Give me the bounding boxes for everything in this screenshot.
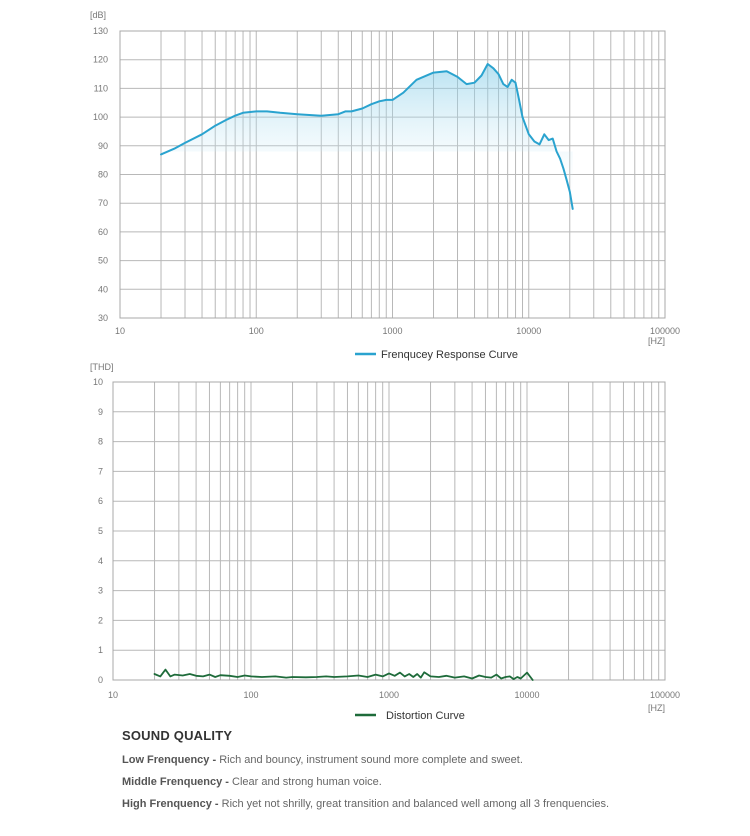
sound-quality-section: SOUND QUALITY Low Frenquency - Rich and … [122,728,722,819]
thd-y-tick-label: 4 [98,556,103,566]
low-frequency-item: Low Frenquency - Rich and bouncy, instru… [122,753,722,767]
middle-frequency-label: Middle Frenquency - [122,776,233,788]
middle-frequency-text: Clear and strong human voice. [232,776,382,788]
middle-frequency-item: Middle Frenquency - Clear and strong hum… [122,775,722,789]
low-frequency-label: Low Frenquency - [122,754,220,766]
distortion-chart: 0 1 2 3 4 5 6 7 8 9 10 10 100 1000 10000 100000 [THD] [HZ… [90,362,680,722]
thd-x-tick-label: 10000 [514,690,539,700]
low-frequency-text: Rich and bouncy, instrument sound more c… [219,754,523,766]
high-frequency-label: High Frenquency - [122,798,222,810]
thd-x-tick-label: 100000 [650,690,680,700]
thd-y-tick-label: 8 [98,437,103,447]
fr-y-tick-label: 130 [93,26,108,36]
thd-y-tick-label: 5 [98,526,103,536]
fr-series-area [161,64,573,209]
thd-series-line [153,668,534,681]
thd-y-tick-label: 2 [98,615,103,625]
fr-y-tick-label: 90 [98,141,108,151]
thd-y-tick-label: 9 [98,407,103,417]
fr-y-axis-label: [dB] [90,10,106,20]
fr-legend-label: Frenqucey Response Curve [381,349,518,361]
fr-x-tick-label: 10000 [516,326,541,336]
thd-y-tick-label: 10 [93,377,103,387]
fr-x-tick-label: 100 [249,326,264,336]
fr-plot-frame [119,30,666,319]
fr-y-tick-label: 80 [98,170,108,180]
fr-y-tick-label: 100 [93,112,108,122]
thd-y-tick-label: 3 [98,586,103,596]
fr-y-tick-label: 120 [93,55,108,65]
thd-x-tick-label: 100 [243,690,258,700]
high-frequency-item: High Frenquency - Rich yet not shrilly, … [122,797,722,811]
thd-x-tick-label: 1000 [379,690,399,700]
fr-y-tick-label: 70 [98,198,108,208]
thd-x-axis-label: [HZ] [648,703,665,713]
fr-y-tick-label: 110 [94,83,108,93]
thd-y-axis-label: [THD] [90,362,114,372]
fr-x-axis-label: [HZ] [648,336,665,346]
thd-y-tick-label: 0 [98,675,103,685]
high-frequency-text: Rich yet not shrilly, great transition a… [221,798,610,810]
fr-x-tick-label: 100000 [650,326,680,336]
thd-legend-label: Distortion Curve [386,710,465,722]
sound-quality-heading: SOUND QUALITY [122,728,233,743]
thd-x-tick-label: 10 [108,690,118,700]
fr-y-tick-label: 60 [98,227,108,237]
fr-y-tick-label: 40 [98,284,108,294]
fr-y-tick-label: 30 [98,313,108,323]
fr-y-tick-label: 50 [98,256,108,266]
fr-series-line [160,63,574,210]
thd-y-tick-label: 6 [98,496,103,506]
thd-plot-frame [112,381,666,681]
fr-x-tick-label: 1000 [382,326,402,336]
fr-x-tick-label: 10 [115,326,125,336]
thd-y-tick-label: 1 [98,645,103,655]
thd-y-tick-label: 7 [98,466,103,476]
frequency-response-chart: 30 40 50 60 70 80 90 100 110 120 130 10 100 1000 10000… [90,10,680,361]
